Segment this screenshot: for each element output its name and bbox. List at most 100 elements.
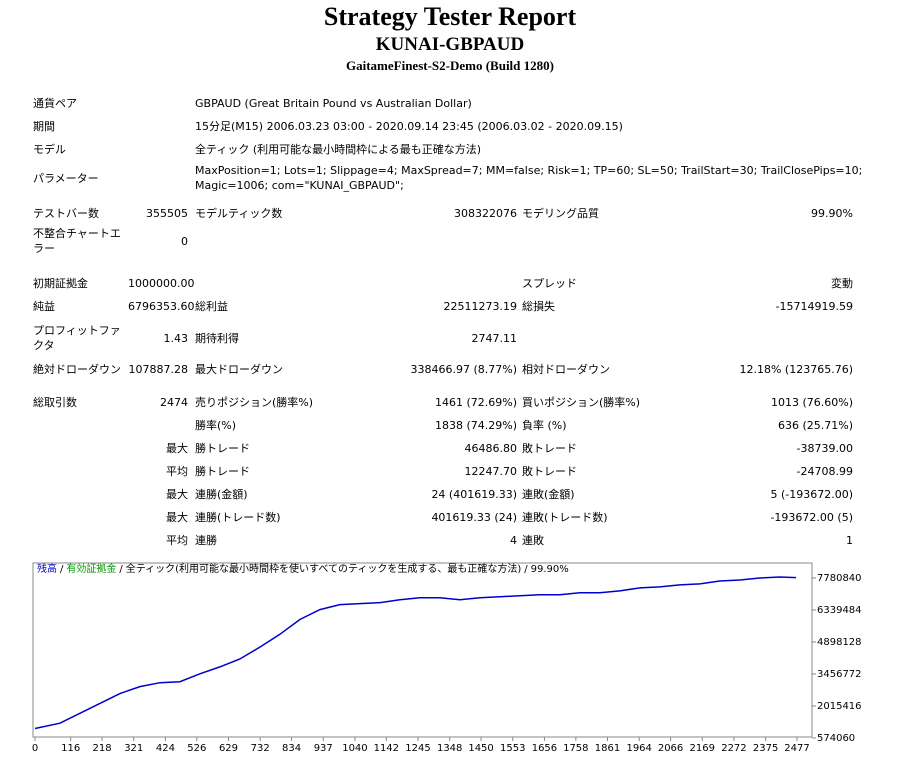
stat-label: モデリング品質 xyxy=(522,207,599,220)
x-tick-label: 0 xyxy=(32,743,38,754)
legend-equity: 有効証拠金 xyxy=(66,562,116,575)
stat-value: 0 xyxy=(181,234,188,248)
expert-name: KUNAI-GBPAUD xyxy=(375,34,525,55)
stat-value: -15714919.59 xyxy=(775,300,853,313)
stat-value: 5 (-193672.00) xyxy=(770,488,853,501)
y-tick-label: 4898128 xyxy=(817,637,862,648)
stat-label xyxy=(33,437,128,460)
stat-value: 平均 xyxy=(166,465,188,478)
plot-frame xyxy=(32,562,813,738)
setting-label: 通貨ペア xyxy=(33,97,77,110)
stats-row: 総取引数 2474 売りポジション(勝率%) 1461 (72.69%) 買いポジション… xyxy=(33,381,853,414)
stat-value xyxy=(330,225,517,257)
x-tick-label: 2169 xyxy=(690,743,715,754)
stat-value: 2747.11 xyxy=(471,331,518,345)
stat-label: プロフィットファクタ xyxy=(33,324,121,352)
stat-label: 最大ドローダウン xyxy=(195,363,283,376)
stat-label: 絶対ドローダウン xyxy=(33,363,121,376)
stat-value: 636 (25.71%) xyxy=(777,419,853,432)
stat-value: -193672.00 (5) xyxy=(770,511,853,524)
stats-table: テストバー数 355505 モデルティック数 308322076 モデリング品質 99.9… xyxy=(33,202,853,552)
stat-label: 連敗(金額) xyxy=(522,488,575,501)
y-tick-label: 3456772 xyxy=(817,669,862,680)
stat-label: 期待利得 xyxy=(195,331,239,345)
settings-row: パラメーター MaxPosition=1; Lots=1; Slippage=4;… xyxy=(33,161,863,195)
stats-row: 勝率(%) 1838 (74.29%) 負率 (%) 636 (25.71%) xyxy=(33,414,853,437)
stat-label: 総損失 xyxy=(522,300,555,313)
settings-row: 期間 15分足(M15) 2006.03.23 03:00 - 2020.09.1… xyxy=(33,115,863,138)
x-tick-label: 1758 xyxy=(563,743,588,754)
stat-value: 2474 xyxy=(160,396,188,409)
stat-value: 107887.28 xyxy=(128,363,189,376)
stat-label: 総利益 xyxy=(195,300,228,313)
stat-label: 敗トレード xyxy=(522,442,577,455)
x-tick-label: 1450 xyxy=(468,743,493,754)
stat-label: 純益 xyxy=(33,300,55,313)
stat-value: 308322076 xyxy=(454,207,517,220)
stat-label: 勝率(%) xyxy=(195,419,237,432)
stats-row: 純益 6796353.60 総利益 22511273.19 総損失 -15714919.5… xyxy=(33,295,853,318)
legend-sep: / xyxy=(60,564,64,575)
stat-label: 総取引数 xyxy=(33,396,77,409)
stat-value: 12.18% (123765.76) xyxy=(739,363,853,376)
setting-value: 15分足(M15) 2006.03.23 03:00 - 2020.09.14 … xyxy=(195,120,623,133)
stat-value: 1 xyxy=(846,534,853,547)
stat-value: 平均 xyxy=(166,534,188,547)
stat-value: 46486.80 xyxy=(464,442,518,455)
balance-line xyxy=(34,576,797,730)
legend-model: 全ティック(利用可能な最小時間枠を使いすべてのティックを生成する、最も正確な方法… xyxy=(126,562,522,575)
stat-value: 6796353.60 xyxy=(128,300,195,313)
stat-value: 338466.97 (8.77%) xyxy=(410,363,517,376)
stats-row: 不整合チャートエラー 0 xyxy=(33,225,853,257)
stat-label: スプレッド xyxy=(522,277,577,290)
x-tick-label: 424 xyxy=(156,743,175,754)
stats-row: プロフィットファクタ 1.43 期待利得 2747.11 xyxy=(33,318,853,358)
x-tick-label: 629 xyxy=(219,743,238,754)
stat-label xyxy=(188,225,330,257)
setting-label: パラメーター xyxy=(33,171,99,185)
stat-label xyxy=(188,257,330,295)
stat-label: 連敗(トレード数) xyxy=(522,511,608,524)
stats-row: 平均 連勝 4 連敗 1 xyxy=(33,529,853,552)
report-title: Strategy Tester Report xyxy=(323,2,577,31)
x-tick-label: 937 xyxy=(314,743,333,754)
stat-value: 22511273.19 xyxy=(443,300,517,313)
stat-label xyxy=(33,414,128,437)
stat-value: 1838 (74.29%) xyxy=(434,419,517,432)
stat-value: 最大 xyxy=(166,488,188,501)
stat-label: 連勝(金額) xyxy=(195,488,248,501)
x-tick-label: 1964 xyxy=(626,743,651,754)
stat-label xyxy=(517,225,700,257)
stat-label: 連勝 xyxy=(195,534,217,547)
settings-table: 通貨ペア GBPAUD (Great Britain Pound vs Austr… xyxy=(33,92,863,195)
stat-value: 1461 (72.69%) xyxy=(434,396,517,409)
stats-row: 最大 連勝(金額) 24 (401619.33) 連敗(金額) 5 (-193672.0… xyxy=(33,483,853,506)
x-tick-label: 1553 xyxy=(500,743,525,754)
y-tick-label: 2015416 xyxy=(817,701,862,712)
x-tick-label: 116 xyxy=(61,743,80,754)
x-tick-label: 1040 xyxy=(342,743,367,754)
stat-label: 売りポジション(勝率%) xyxy=(195,396,314,409)
stat-label: テストバー数 xyxy=(33,207,99,220)
settings-row: 通貨ペア GBPAUD (Great Britain Pound vs Austr… xyxy=(33,92,863,115)
stat-value: 1000000.00 xyxy=(128,277,195,290)
stat-label: 初期証拠金 xyxy=(33,277,88,290)
stat-value xyxy=(128,414,188,437)
y-tick-label: 7780840 xyxy=(817,573,862,584)
stats-row: 最大 勝トレード 46486.80 敗トレード -38739.00 xyxy=(33,437,853,460)
settings-row: モデル 全ティック (利用可能な最小時間枠による最も正確な方法) xyxy=(33,138,863,161)
setting-value: GBPAUD (Great Britain Pound vs Australia… xyxy=(195,97,472,110)
legend-sep: / xyxy=(119,564,123,575)
stats-row: 最大 連勝(トレード数) 401619.33 (24) 連敗(トレード数) -19367… xyxy=(33,506,853,529)
x-tick-label: 2272 xyxy=(721,743,746,754)
balance-chart: 残高 / 有効証拠金 / 全ティック(利用可能な最小時間枠を使いすべてのティックを生成す… xyxy=(32,562,862,754)
stat-label xyxy=(33,506,128,529)
stat-value: -24708.99 xyxy=(796,465,853,478)
stat-label: 買いポジション(勝率%) xyxy=(522,396,641,409)
setting-label: モデル xyxy=(33,143,66,156)
stat-value xyxy=(700,318,853,358)
x-tick-label: 1245 xyxy=(405,743,430,754)
stat-label: 相対ドローダウン xyxy=(522,363,610,376)
y-tick-label: 574060 xyxy=(817,733,855,744)
